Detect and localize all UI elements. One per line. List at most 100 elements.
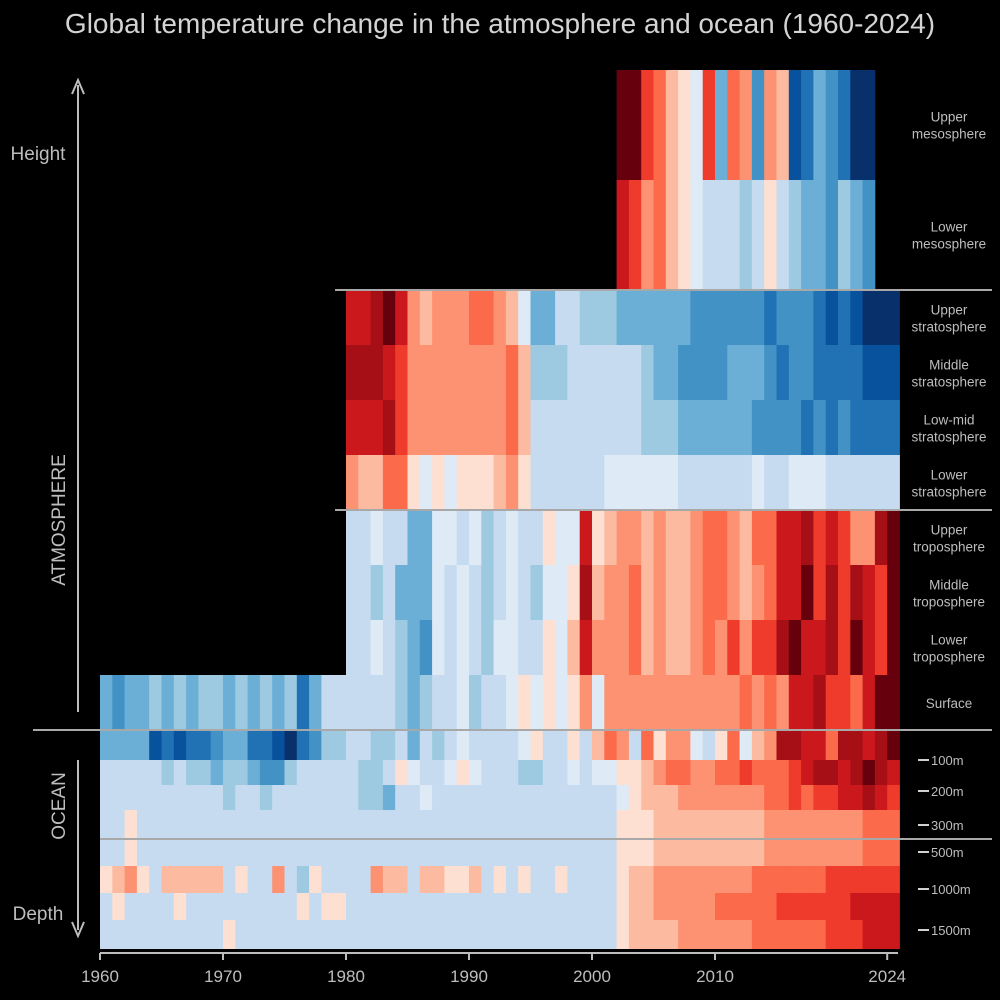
heatmap-cell [530,785,544,810]
heatmap-cell [296,810,310,839]
heatmap-cell [665,866,679,893]
heatmap-cell [346,620,359,675]
heatmap-cell [776,839,790,866]
heatmap-cell [874,730,888,760]
heatmap-cell [628,866,642,893]
heatmap-cell [444,290,458,345]
heatmap-cell [592,675,605,730]
heatmap-cell [223,760,236,785]
heatmap-cell [100,839,113,866]
heatmap-cell [665,785,679,810]
heatmap-cell [247,810,261,839]
depth-arrow-head [71,921,85,939]
heatmap-cell [887,510,900,565]
heatmap-cell [579,345,593,400]
heatmap-cell [678,70,691,125]
heatmap-cell [309,920,322,949]
heatmap-cell [481,760,494,785]
heatmap-cell [727,180,740,235]
heatmap-cell [124,785,138,810]
heatmap-cell [825,920,839,949]
heatmap-cell [456,675,470,730]
heatmap-cell [850,345,863,400]
chart-title: Global temperature change in the atmosph… [64,8,936,39]
heatmap-cell [641,675,654,730]
heatmap-cell [542,893,556,920]
heatmap-cell [186,730,199,760]
heatmap-cell [874,455,888,510]
heatmap-cell [850,125,863,180]
heatmap-cell [456,760,470,785]
heatmap-cell [432,730,445,760]
heatmap-cell [850,920,863,949]
heatmap-cell [456,920,470,949]
heatmap-cell [382,760,396,785]
heatmap-cell [100,920,113,949]
heatmap-cell [382,730,396,760]
heatmap-cell [346,893,359,920]
heatmap-cell [739,510,753,565]
heatmap-cell [825,565,839,620]
heatmap-cell [653,730,667,760]
heatmap-cell [862,510,876,565]
heatmap-cell [321,730,335,760]
heatmap-cell [862,839,876,866]
heatmap-cell [395,290,408,345]
heatmap-cell [838,785,851,810]
x-tick-label: 1990 [450,967,488,986]
heatmap-cell [874,760,888,785]
heatmap-cell [628,235,642,290]
heatmap-cell [567,290,581,345]
heatmap-cell [198,785,212,810]
heatmap-cell [653,455,667,510]
heatmap-cell [862,866,876,893]
heatmap-cell [690,893,704,920]
heatmap-cell [518,785,531,810]
heatmap-cell [751,400,765,455]
heatmap-cell [838,125,851,180]
heatmap-cell [874,565,888,620]
heatmap-cell [702,893,716,920]
heatmap-cell [272,839,285,866]
heatmap-cell [173,839,187,866]
heatmap-cell [419,675,433,730]
heatmap-cell [370,760,384,785]
heatmap-cell [653,510,667,565]
heatmap-cell [850,785,863,810]
heatmap-cell [481,510,494,565]
row-labels: Upper mesosphere Lower mesosphere Upper strat… [911,110,986,939]
heatmap-cell [715,730,728,760]
heatmap-cell [542,565,556,620]
heatmap-cell [309,866,322,893]
heatmap-cell [100,730,113,760]
heatmap-cell [481,675,494,730]
heatmap-cell [518,810,531,839]
heatmap-cell [346,760,359,785]
heatmap-cell [210,730,224,760]
heatmap-cell [124,920,138,949]
heatmap-cell [505,920,519,949]
heatmap-cell [801,235,814,290]
heatmap-cell [493,565,507,620]
x-tick-label: 2000 [573,967,611,986]
heatmap-cell [481,866,494,893]
heatmap-cell [112,760,125,785]
heatmap-cell [825,866,839,893]
heatmap-cell [579,675,593,730]
heatmap-cell [223,866,236,893]
heatmap-cell [382,510,396,565]
heatmap-cell [370,620,384,675]
heatmap-cell [862,675,876,730]
heatmap-cell [419,920,433,949]
heatmap-cell [555,345,568,400]
heatmap-cell [678,565,691,620]
heatmap-cell [628,290,642,345]
heatmap-cell [702,760,716,785]
heatmap-cell [370,455,384,510]
heatmap-cell [530,920,544,949]
heatmap-cell [112,866,125,893]
heatmap-cell [813,675,827,730]
heatmap-cell [173,810,187,839]
heatmap-cell [186,785,199,810]
heatmap-cell [124,866,138,893]
